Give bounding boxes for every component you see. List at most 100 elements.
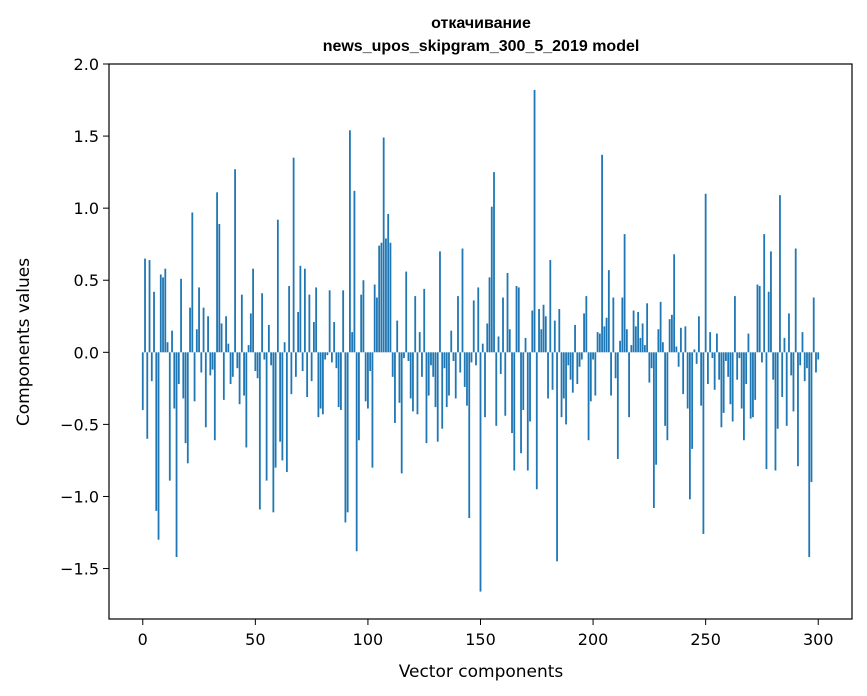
bar-108 bbox=[385, 238, 387, 353]
bar-107 bbox=[382, 137, 385, 353]
bar-19 bbox=[184, 352, 187, 444]
bar-238 bbox=[677, 352, 680, 367]
bar-281 bbox=[774, 352, 777, 471]
bar-158 bbox=[497, 336, 500, 353]
bar-39 bbox=[229, 352, 232, 385]
bar-265 bbox=[738, 352, 741, 359]
bar-113 bbox=[396, 320, 399, 353]
bar-66 bbox=[290, 352, 293, 395]
bar-203 bbox=[598, 333, 601, 353]
x-axis-ticks: 0 50 100 150 200 250 300 bbox=[138, 619, 834, 649]
bar-282 bbox=[776, 352, 779, 429]
bar-259 bbox=[725, 352, 727, 361]
bar-236 bbox=[673, 254, 676, 353]
bar-47 bbox=[247, 345, 250, 353]
bar-244 bbox=[691, 352, 694, 449]
bar-273 bbox=[756, 284, 759, 353]
bar-0 bbox=[141, 352, 144, 410]
bar-270 bbox=[749, 352, 752, 419]
bar-9 bbox=[162, 277, 164, 353]
x-tick-label: 150 bbox=[465, 630, 496, 649]
bar-16 bbox=[177, 352, 180, 385]
bar-75 bbox=[310, 352, 313, 382]
bar-81 bbox=[324, 352, 327, 360]
bar-89 bbox=[342, 290, 345, 353]
bar-140 bbox=[457, 296, 459, 353]
bar-258 bbox=[722, 352, 725, 413]
bar-72 bbox=[303, 268, 306, 353]
bar-5 bbox=[153, 291, 155, 353]
bar-268 bbox=[745, 352, 748, 385]
bar-179 bbox=[544, 316, 547, 353]
bar-36 bbox=[222, 352, 225, 400]
bar-215 bbox=[625, 329, 628, 353]
bar-171 bbox=[526, 352, 529, 471]
bar-295 bbox=[806, 352, 808, 369]
bar-150 bbox=[479, 352, 482, 592]
bar-32 bbox=[213, 352, 216, 441]
bar-41 bbox=[234, 169, 236, 353]
bar-71 bbox=[301, 352, 304, 372]
bar-18 bbox=[182, 352, 185, 399]
bar-294 bbox=[803, 352, 806, 382]
bar-56 bbox=[267, 324, 270, 353]
bar-59 bbox=[274, 352, 277, 468]
bar-277 bbox=[765, 352, 768, 470]
y-tick-label: −0.5 bbox=[60, 415, 99, 434]
bar-29 bbox=[207, 316, 209, 353]
bar-187 bbox=[562, 352, 565, 399]
bar-217 bbox=[630, 345, 633, 353]
bar-76 bbox=[312, 322, 315, 353]
y-tick-label: 1.0 bbox=[74, 199, 99, 218]
bar-17 bbox=[180, 278, 182, 353]
bar-50 bbox=[254, 352, 257, 372]
y-tick-label: 1.5 bbox=[74, 127, 99, 146]
bar-111 bbox=[391, 352, 394, 377]
bar-221 bbox=[639, 337, 642, 353]
bar-143 bbox=[463, 352, 466, 387]
bar-91 bbox=[346, 352, 349, 513]
bar-69 bbox=[297, 311, 300, 353]
bar-98 bbox=[362, 280, 365, 353]
bar-26 bbox=[200, 352, 203, 373]
bar-45 bbox=[243, 352, 245, 396]
bar-8 bbox=[159, 274, 162, 353]
bar-44 bbox=[240, 294, 243, 353]
bar-195 bbox=[580, 352, 583, 360]
bar-93 bbox=[351, 332, 354, 353]
bar-299 bbox=[815, 352, 817, 373]
bar-54 bbox=[263, 352, 266, 360]
bar-206 bbox=[605, 317, 608, 353]
bar-202 bbox=[596, 332, 599, 353]
bar-1 bbox=[144, 258, 146, 353]
bar-251 bbox=[707, 352, 709, 385]
bar-182 bbox=[551, 352, 554, 390]
bar-67 bbox=[292, 157, 295, 353]
bar-60 bbox=[276, 219, 279, 353]
bar-169 bbox=[522, 352, 525, 410]
bar-112 bbox=[394, 352, 396, 423]
bar-64 bbox=[285, 352, 288, 472]
bar-2 bbox=[146, 352, 149, 439]
chart-subtitle: news_upos_skipgram_300_5_2019 model bbox=[323, 38, 640, 55]
bar-88 bbox=[340, 352, 342, 410]
bar-40 bbox=[231, 352, 234, 377]
plot-frame bbox=[108, 63, 853, 620]
bar-99 bbox=[364, 352, 367, 402]
bar-290 bbox=[794, 248, 797, 353]
bar-278 bbox=[767, 291, 770, 353]
bar-160 bbox=[502, 297, 504, 353]
bar-200 bbox=[592, 352, 594, 360]
bar-145 bbox=[468, 352, 471, 519]
bar-226 bbox=[650, 352, 653, 369]
x-tick-label: 200 bbox=[578, 630, 609, 649]
bar-246 bbox=[695, 352, 698, 364]
bar-134 bbox=[443, 352, 446, 369]
bar-220 bbox=[637, 311, 640, 353]
bar-239 bbox=[679, 327, 682, 353]
bar-242 bbox=[686, 352, 689, 409]
bar-222 bbox=[641, 323, 644, 353]
bar-196 bbox=[583, 313, 585, 353]
bar-68 bbox=[294, 352, 297, 377]
bar-48 bbox=[249, 313, 252, 353]
